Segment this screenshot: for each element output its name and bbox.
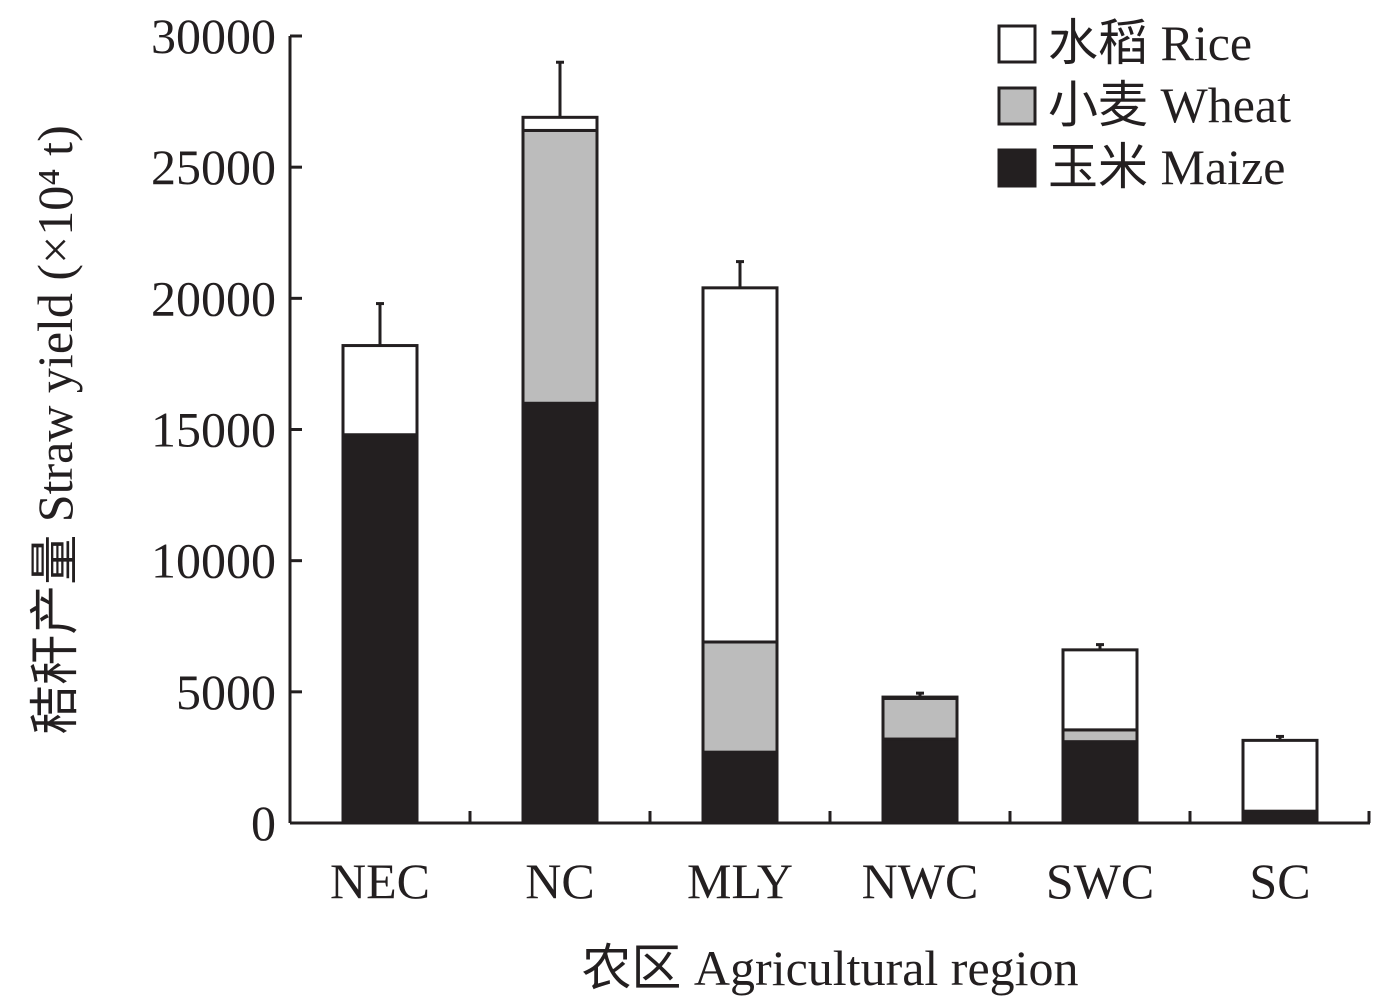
bar-segment-wheat [521,128,599,405]
y-tick-label: 5000 [176,664,276,720]
legend-swatch [997,86,1037,126]
bar-segment-wheat [881,696,959,741]
bar-segment-maize [881,737,959,825]
bar-segment-maize [1061,740,1139,825]
legend-swatch [997,24,1037,64]
y-tick-label: 20000 [151,270,276,326]
y-tick-label: 30000 [151,8,276,64]
y-tick-label: 25000 [151,139,276,195]
legend-label: 小麦 Wheat [1048,77,1291,133]
bar-segment-maize [1241,809,1319,825]
bar-segment-rice [341,344,419,437]
legend-label: 玉米 Maize [1048,139,1285,195]
x-tick-label: SWC [1046,853,1154,909]
bar-segment-wheat [701,640,779,754]
bar-segment-wheat [1061,728,1139,744]
y-tick-label: 10000 [151,533,276,589]
y-axis-title: 秸秆产量 Straw yield (×10⁴ t) [27,125,83,734]
bar-segment-rice [1241,738,1319,813]
legend-swatch [997,148,1037,188]
bar-segment-maize [701,750,779,825]
bar-segment-maize [521,401,599,825]
legend-label: 水稻 Rice [1048,15,1252,71]
x-axis-title: 农区 Agricultural region [581,940,1078,996]
x-tick-label: NC [525,853,594,909]
bar-segment-rice [881,695,959,700]
x-tick-label: NEC [330,853,430,909]
x-tick-label: NWC [862,853,979,909]
bar-segment-rice [521,115,599,132]
legend: 水稻 Rice 小麦 Wheat 玉米 Maize [997,15,1291,195]
x-tick-label: MLY [687,853,793,909]
bar-segment-maize [341,433,419,825]
x-tick-label: SC [1249,853,1310,909]
bar-segment-rice [1061,648,1139,732]
plot-area: 0 5000 10000 15000 20000 25000 30000 NEC NC MLY NW… [151,8,1371,909]
y-tick-label: 15000 [151,402,276,458]
y-tick-label: 0 [251,795,276,851]
bar-segment-rice [701,286,779,644]
